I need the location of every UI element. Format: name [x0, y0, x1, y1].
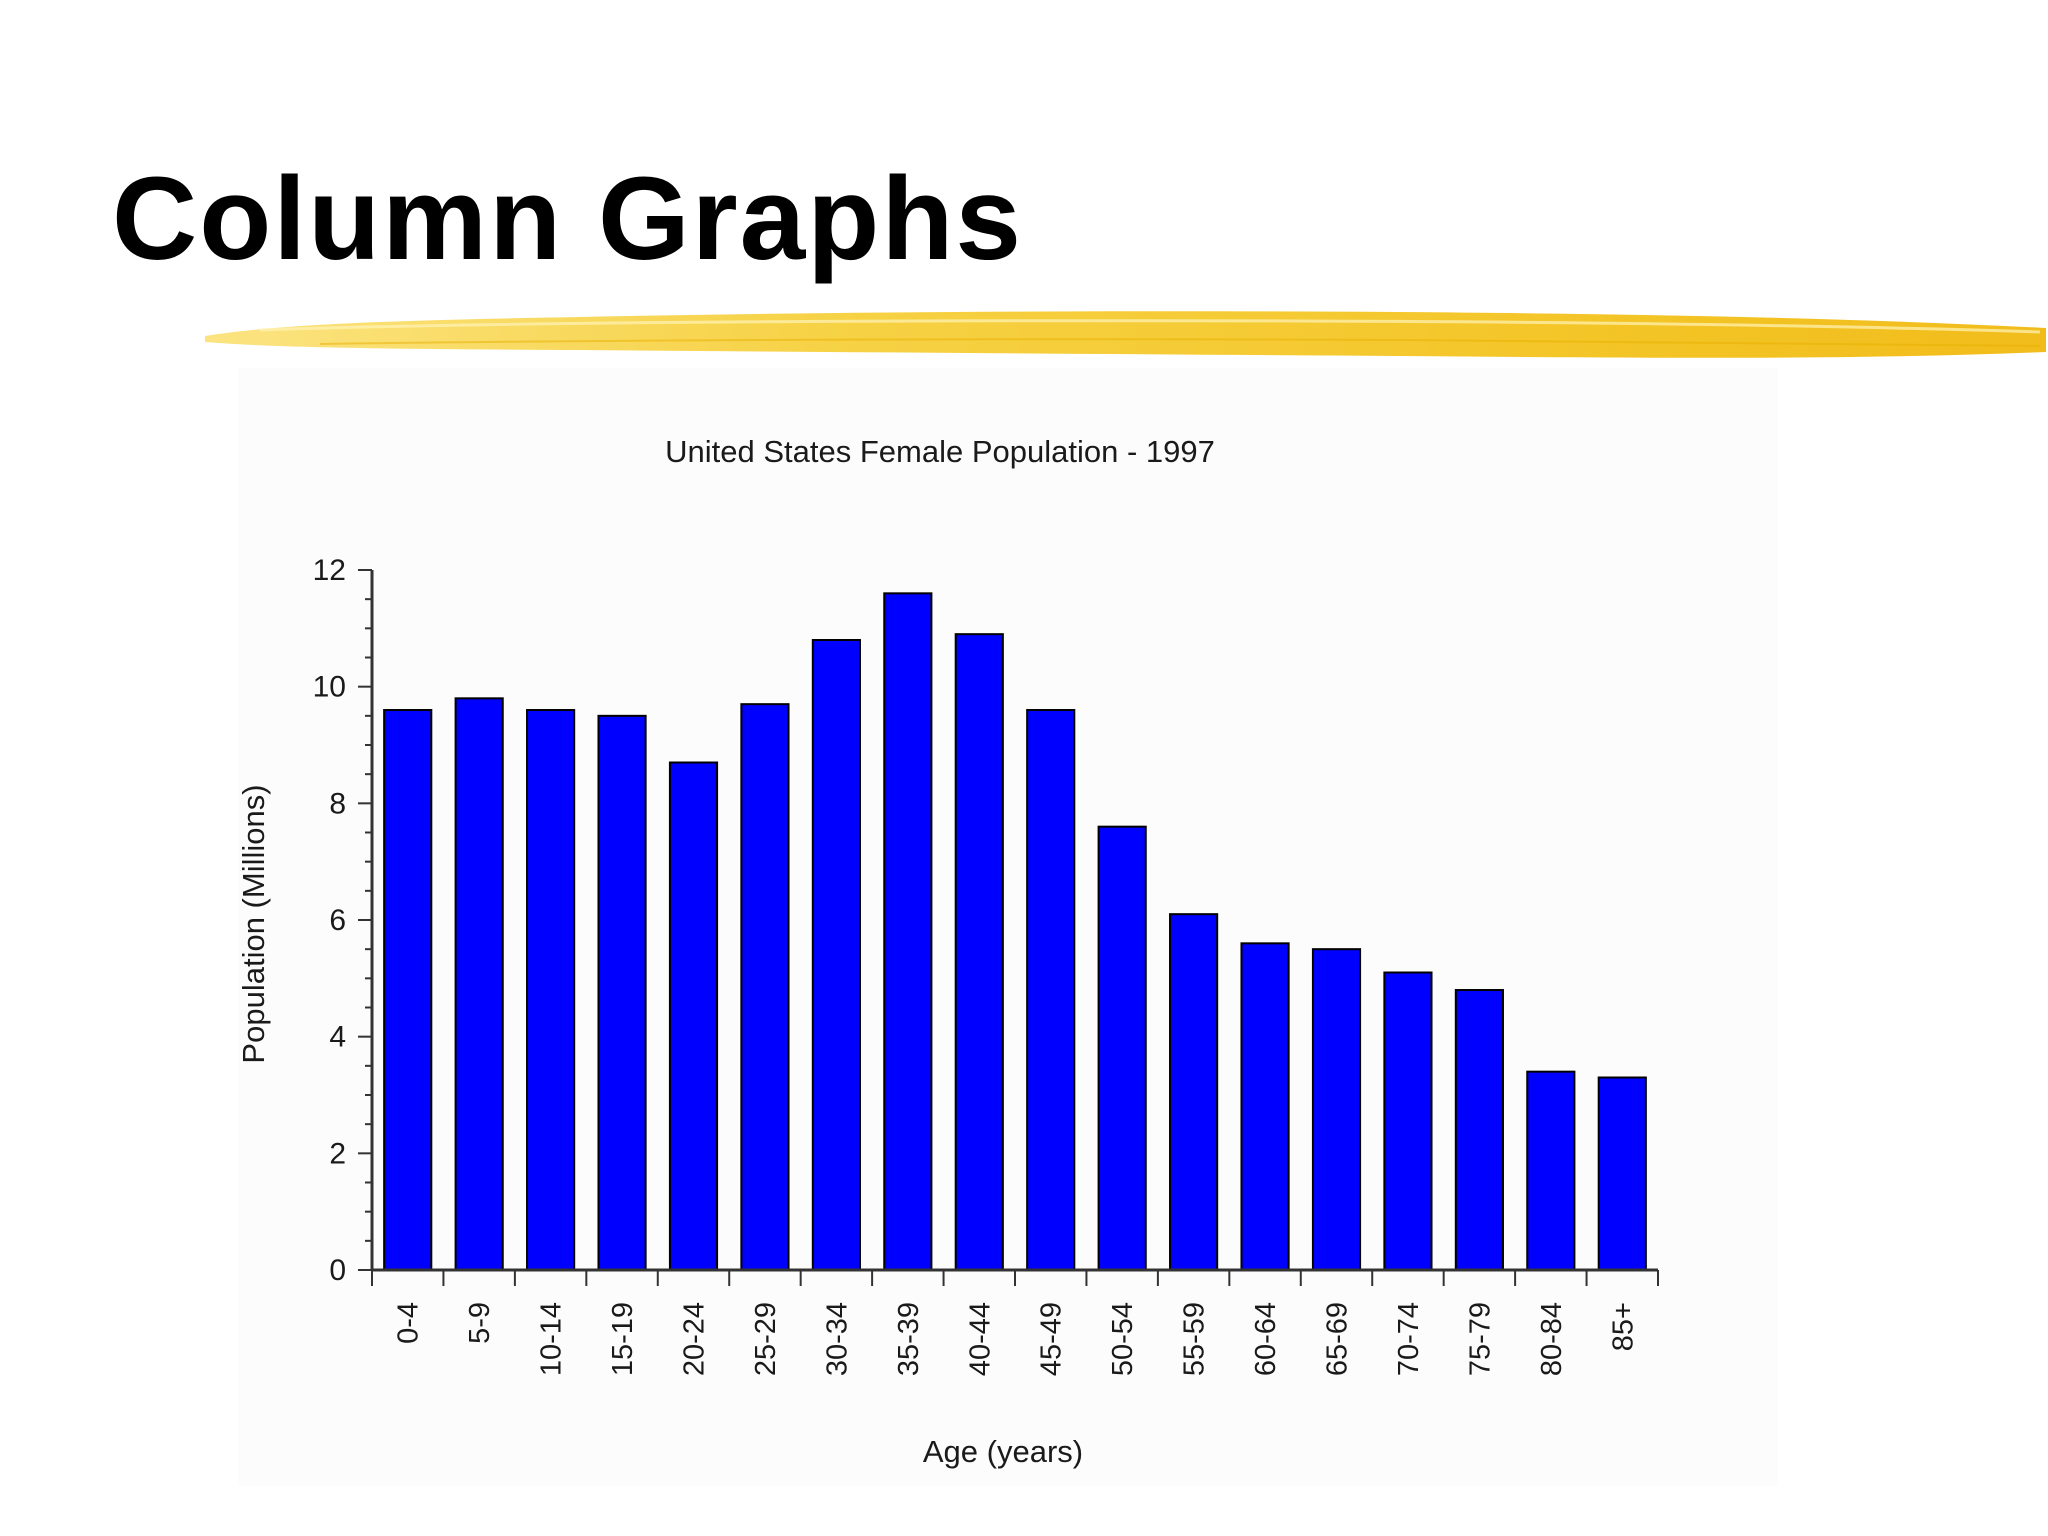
x-tick-label: 80-84 — [1536, 1302, 1568, 1376]
y-tick-label: 8 — [329, 787, 346, 820]
bar — [1311, 948, 1362, 1272]
bar — [526, 709, 576, 1271]
x-tick-label: 30-34 — [821, 1302, 853, 1376]
x-tick-label: 25-29 — [750, 1302, 782, 1376]
y-axis-label: Population (Millions) — [236, 784, 271, 1063]
x-tick-label: 15-19 — [607, 1302, 639, 1376]
bar — [1383, 971, 1433, 1271]
bar — [383, 709, 433, 1271]
x-tick-label: 65-69 — [1322, 1302, 1354, 1376]
bar — [1526, 1070, 1576, 1271]
x-tick-label: 40-44 — [964, 1302, 996, 1376]
title-underline-brushstroke — [205, 311, 2046, 358]
x-tick-label: 50-54 — [1107, 1302, 1139, 1376]
bar — [597, 714, 647, 1271]
bar — [454, 697, 504, 1271]
x-axis: 0-4 5-9 10-14 15-19 20-24 25-29 30-34 35-39 40-4… — [371, 1268, 1659, 1376]
x-tick-label: 0-4 — [393, 1302, 425, 1344]
y-tick-label: 4 — [329, 1021, 346, 1054]
y-tick-label: 12 — [313, 554, 346, 587]
bar — [740, 703, 790, 1271]
bar — [1454, 989, 1504, 1271]
bar — [1097, 825, 1147, 1272]
x-axis-label: Age (years) — [923, 1434, 1083, 1469]
x-tick-label: 45-49 — [1036, 1302, 1068, 1376]
bar — [1169, 913, 1219, 1272]
x-tick-label: 75-79 — [1464, 1302, 1496, 1376]
x-tick-label: 20-24 — [679, 1302, 711, 1376]
slide-title: Column Graphs — [112, 153, 1024, 285]
bar — [883, 592, 933, 1271]
y-tick-label: 0 — [329, 1254, 346, 1287]
y-tick-label: 2 — [329, 1137, 346, 1170]
chart-title: United States Female Population - 1997 — [665, 434, 1215, 469]
bar — [1026, 709, 1076, 1271]
bar — [1597, 1076, 1647, 1271]
x-tick-label: 10-14 — [536, 1302, 568, 1376]
bars — [383, 592, 1647, 1272]
y-tick-label: 10 — [313, 671, 346, 704]
x-tick-label: 35-39 — [893, 1302, 925, 1376]
bar — [668, 761, 719, 1271]
x-tick-label: 70-74 — [1393, 1302, 1425, 1376]
x-tick-label: 5-9 — [464, 1302, 496, 1344]
bar — [811, 639, 861, 1271]
y-tick-label: 6 — [329, 904, 346, 937]
bar — [1240, 942, 1290, 1271]
x-tick-label: 55-59 — [1179, 1302, 1211, 1376]
x-tick-label: 60-64 — [1250, 1302, 1282, 1376]
y-axis: 0 2 4 6 8 10 12 — [313, 554, 374, 1287]
x-tick-label: 85+ — [1607, 1302, 1639, 1351]
bar — [954, 633, 1004, 1271]
